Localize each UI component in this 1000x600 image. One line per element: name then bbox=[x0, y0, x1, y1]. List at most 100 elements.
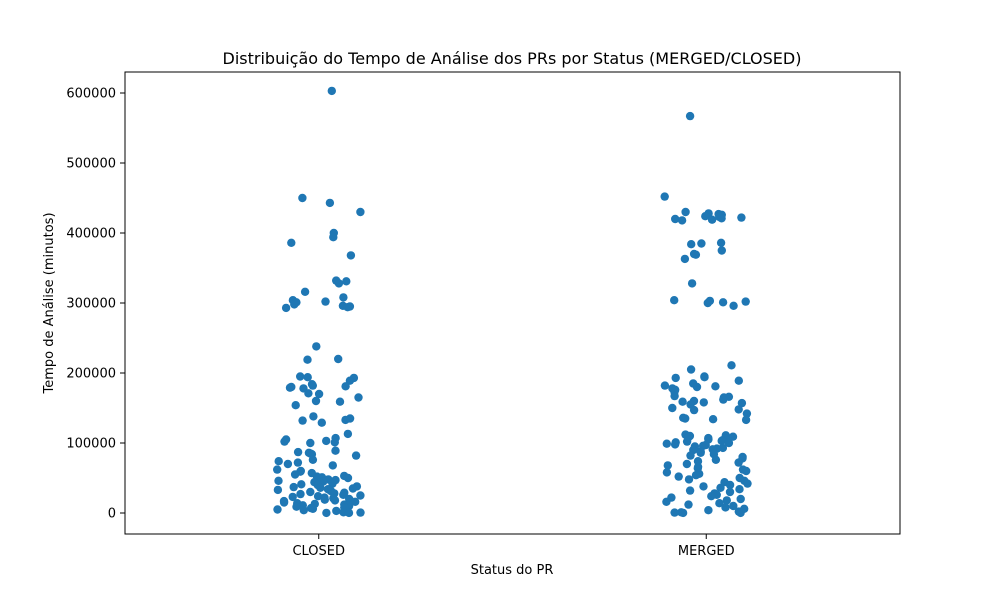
data-point-closed bbox=[334, 354, 343, 364]
data-point-merged bbox=[734, 405, 743, 414]
points-layer bbox=[273, 86, 752, 518]
data-point-closed bbox=[351, 497, 360, 506]
data-point-merged bbox=[711, 382, 720, 391]
data-point-closed bbox=[328, 461, 337, 470]
data-point-closed bbox=[308, 381, 317, 390]
data-point-merged bbox=[671, 214, 680, 224]
data-point-merged bbox=[703, 298, 712, 308]
y-tick-label: 300000 bbox=[66, 297, 116, 312]
data-point-merged bbox=[697, 239, 706, 248]
data-point-closed bbox=[289, 482, 298, 492]
data-point-closed bbox=[339, 293, 348, 302]
data-point-closed bbox=[298, 416, 307, 425]
data-point-merged bbox=[724, 438, 734, 448]
data-point-merged bbox=[678, 397, 687, 406]
data-point-closed bbox=[329, 233, 338, 242]
data-point-closed bbox=[298, 193, 307, 203]
y-tick-label: 100000 bbox=[66, 437, 116, 452]
data-point-closed bbox=[283, 459, 293, 469]
data-point-merged bbox=[682, 437, 692, 446]
data-point-closed bbox=[343, 303, 352, 312]
data-point-closed bbox=[296, 372, 305, 381]
data-point-closed bbox=[343, 473, 353, 483]
data-point-closed bbox=[332, 506, 341, 516]
data-point-closed bbox=[293, 447, 303, 457]
data-point-merged bbox=[729, 501, 738, 511]
data-point-merged bbox=[687, 279, 697, 288]
data-point-closed bbox=[320, 495, 329, 504]
data-point-merged bbox=[660, 381, 670, 390]
data-point-merged bbox=[725, 487, 735, 497]
x-tick-label: CLOSED bbox=[292, 544, 345, 559]
data-point-merged bbox=[734, 376, 743, 385]
data-point-merged bbox=[670, 391, 679, 401]
data-point-closed bbox=[328, 479, 337, 488]
data-point-closed bbox=[287, 238, 296, 247]
data-point-closed bbox=[344, 508, 354, 518]
data-point-merged bbox=[736, 508, 745, 518]
data-point-closed bbox=[356, 207, 365, 217]
data-point-merged bbox=[685, 111, 695, 121]
data-point-closed bbox=[292, 502, 301, 511]
data-point-closed bbox=[299, 506, 308, 515]
data-point-merged bbox=[689, 405, 699, 415]
data-point-closed bbox=[300, 287, 310, 296]
data-point-closed bbox=[281, 303, 291, 313]
data-point-closed bbox=[304, 389, 313, 398]
y-axis-title: Tempo de Análise (minutos) bbox=[42, 212, 57, 394]
data-point-merged bbox=[680, 254, 690, 264]
data-point-merged bbox=[711, 455, 721, 464]
data-point-merged bbox=[717, 436, 726, 446]
data-point-closed bbox=[335, 397, 345, 406]
data-point-closed bbox=[290, 300, 299, 309]
x-axis-title: Status do PR bbox=[471, 563, 554, 578]
data-point-merged bbox=[742, 409, 752, 418]
data-point-merged bbox=[696, 448, 705, 457]
data-point-merged bbox=[677, 216, 687, 225]
data-point-merged bbox=[734, 458, 743, 467]
data-point-closed bbox=[290, 470, 300, 479]
y-tick-label: 400000 bbox=[66, 227, 116, 242]
data-point-closed bbox=[273, 485, 283, 495]
data-point-closed bbox=[296, 489, 305, 499]
data-point-closed bbox=[356, 508, 365, 517]
data-point-merged bbox=[722, 496, 731, 505]
data-point-merged bbox=[660, 192, 669, 201]
y-tick-label: 200000 bbox=[66, 367, 116, 382]
data-point-merged bbox=[699, 398, 708, 407]
data-point-merged bbox=[721, 503, 730, 512]
data-point-merged bbox=[717, 246, 726, 255]
data-point-closed bbox=[322, 508, 331, 518]
data-point-merged bbox=[737, 213, 746, 222]
chart-title: Distribuição do Tempo de Análise dos PRs… bbox=[223, 49, 802, 68]
data-point-merged bbox=[684, 475, 694, 484]
data-point-merged bbox=[700, 373, 709, 382]
data-point-closed bbox=[351, 451, 361, 460]
data-point-closed bbox=[303, 355, 312, 364]
data-point-closed bbox=[330, 438, 339, 447]
data-point-closed bbox=[327, 86, 336, 96]
data-point-merged bbox=[727, 361, 736, 370]
data-point-merged bbox=[678, 508, 688, 518]
data-point-merged bbox=[718, 298, 728, 307]
data-point-merged bbox=[663, 461, 672, 470]
data-point-merged bbox=[692, 382, 702, 392]
y-axis: 0 100000 200000 300000 400000 500000 600000 bbox=[66, 87, 125, 522]
data-point-merged bbox=[662, 439, 671, 448]
data-point-closed bbox=[297, 480, 306, 489]
y-tick-label: 600000 bbox=[66, 87, 116, 102]
data-point-closed bbox=[342, 277, 351, 286]
data-point-merged bbox=[682, 459, 692, 469]
data-point-closed bbox=[354, 393, 363, 402]
data-point-merged bbox=[736, 494, 745, 504]
data-point-closed bbox=[306, 438, 315, 448]
data-point-closed bbox=[313, 492, 323, 501]
data-point-merged bbox=[687, 240, 696, 249]
data-point-merged bbox=[716, 238, 726, 247]
data-point-closed bbox=[312, 342, 321, 351]
data-point-closed bbox=[339, 490, 348, 499]
data-point-merged bbox=[684, 500, 693, 509]
y-tick-label: 0 bbox=[108, 507, 116, 522]
data-point-merged bbox=[681, 207, 690, 217]
